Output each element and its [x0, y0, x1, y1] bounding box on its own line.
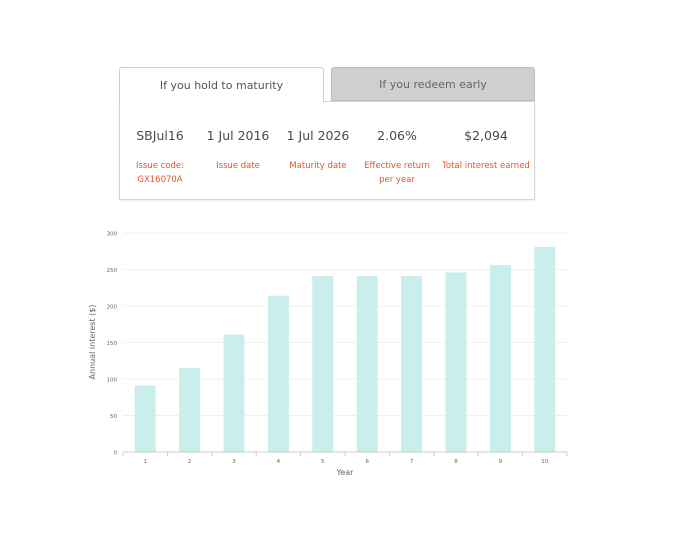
x-tick-label: 2 — [188, 459, 192, 465]
effective-return-value: 2.06% — [377, 128, 417, 143]
x-tick-label: 1 — [143, 459, 147, 465]
y-tick-label: 100 — [107, 378, 118, 384]
total-interest-value: $2,094 — [464, 128, 508, 143]
x-axis-label: Year — [336, 468, 355, 477]
bar-year-3[interactable] — [223, 334, 245, 452]
bar-year-4[interactable] — [267, 295, 289, 452]
bar-year-2[interactable] — [179, 368, 201, 452]
tab-hold-to-maturity-label: If you hold to maturity — [159, 78, 284, 92]
maturity-date-label: Maturity date — [289, 161, 347, 171]
summary-panel: SBJul16 Issue code: GX16070A 1 Jul 2016 … — [119, 101, 535, 200]
tab-redeem-early-label: If you redeem early — [379, 77, 487, 91]
y-tick-label: 200 — [107, 305, 118, 311]
y-tick-label: 150 — [107, 341, 118, 347]
y-tick-label: 250 — [107, 268, 118, 274]
bar-year-10[interactable] — [534, 246, 556, 452]
x-tick-label: 3 — [232, 459, 236, 465]
issue-date-label: Issue date — [216, 161, 260, 171]
chart-bars — [134, 246, 556, 452]
effective-return-label: Effective return per year — [364, 161, 430, 185]
chart-axes: 0 50 100 150 200 250 300 1 2 3 4 5 6 7 8 9 10 — [107, 232, 568, 465]
bar-year-8[interactable] — [445, 272, 467, 452]
x-tick-label: 8 — [454, 459, 458, 465]
x-tick-label: 9 — [499, 459, 503, 465]
bar-year-1[interactable] — [134, 385, 156, 452]
tab-redeem-early[interactable]: If you redeem early — [331, 67, 535, 101]
x-tick-label: 5 — [321, 459, 325, 465]
active-tab-joint — [120, 100, 323, 102]
x-tick-label: 6 — [365, 459, 369, 465]
y-axis-label: Annual interest ($) — [88, 305, 97, 380]
y-tick-label: 50 — [110, 414, 117, 420]
issue-code-label: Issue code: GX16070A — [135, 161, 185, 185]
y-tick-label: 300 — [107, 232, 118, 238]
tab-hold-to-maturity[interactable]: If you hold to maturity — [119, 67, 324, 102]
issue-date-value: 1 Jul 2016 — [206, 128, 270, 143]
x-tick-label: 10 — [541, 459, 548, 465]
maturity-date-value: 1 Jul 2026 — [286, 128, 350, 143]
bar-year-9[interactable] — [489, 265, 511, 452]
x-tick-label: 4 — [277, 459, 281, 465]
y-tick-label: 0 — [114, 451, 118, 457]
chart-gridlines — [123, 232, 567, 416]
bar-year-7[interactable] — [401, 276, 423, 452]
total-interest-label: Total interest earned — [442, 161, 530, 171]
bar-year-6[interactable] — [356, 276, 378, 452]
bar-year-5[interactable] — [312, 276, 334, 452]
issue-code-value: SBJul16 — [136, 128, 184, 143]
x-tick-label: 7 — [410, 459, 414, 465]
